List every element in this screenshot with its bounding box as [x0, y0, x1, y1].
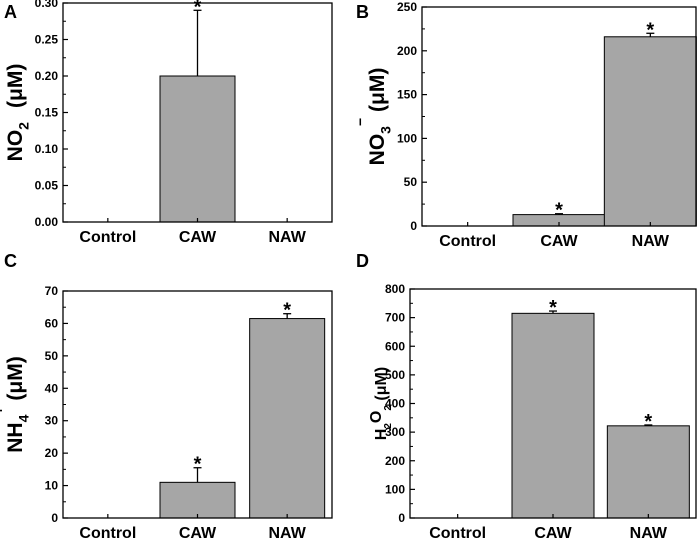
significance-star: * [646, 19, 654, 41]
y-axis-label-sup: − [0, 114, 6, 122]
bar-caw [511, 312, 595, 519]
panel-letter: A [4, 2, 17, 22]
y-tick-label: 50 [404, 175, 418, 189]
y-axis-label: NO3 − (μM) [352, 68, 393, 166]
x-category-label: CAW [534, 525, 572, 538]
y-axis-label-sup: − [352, 118, 368, 126]
y-axis-label-unit: (μM) [373, 367, 390, 405]
bar-naw [603, 36, 697, 227]
y-tick-label: 30 [45, 414, 59, 428]
y-tick-label: 200 [385, 454, 405, 468]
panel-letter: B [356, 2, 369, 22]
x-category-label: CAW [179, 229, 217, 246]
bar-caw [159, 75, 236, 223]
x-category-label: CAW [179, 525, 217, 538]
y-axis-label-main: NH [4, 422, 27, 452]
bar-naw [249, 318, 326, 519]
panel-a: A * 0.00 0.05 0.10 0.15 0.20 0.25 0.30 Control CAW… [0, 0, 333, 246]
significance-star: * [549, 297, 557, 319]
x-category-label: Control [429, 525, 486, 538]
y-tick-label: 0.00 [35, 215, 59, 229]
panel-c: C * * 0 10 20 30 40 50 60 70 Control CAW NAW NH4 + (μM) [0, 251, 333, 538]
significance-star: * [194, 454, 202, 476]
panel-b: B * * 0 50 100 150 200 250 Control CAW NAW NO3 − (μM) [352, 0, 697, 250]
y-axis-label-main: NO [366, 134, 389, 166]
panel-d: D * * 0 100 200 300 400 500 600 700 800 Control CAW NA… [356, 251, 697, 538]
significance-star: * [194, 0, 202, 18]
y-tick-label: 60 [45, 316, 59, 330]
y-tick-label: 0.05 [35, 179, 59, 193]
significance-star: * [283, 300, 291, 322]
bar-caw [159, 481, 236, 519]
y-axis-label-sub: 2 [383, 423, 394, 429]
y-axis-label-main: NO [4, 130, 27, 162]
x-category-label: NAW [269, 525, 307, 538]
y-tick-label: 0.20 [35, 69, 59, 83]
y-axis-label-sup: + [0, 406, 6, 414]
significance-star: * [555, 200, 563, 222]
y-tick-label: 10 [45, 479, 59, 493]
y-tick-label: 100 [397, 131, 417, 145]
x-category-label: Control [79, 229, 136, 246]
y-tick-label: 250 [397, 0, 417, 14]
x-category-label: CAW [540, 233, 578, 250]
y-tick-label: 0.25 [35, 33, 59, 47]
x-category-label: NAW [632, 233, 670, 250]
bar-naw [606, 425, 690, 519]
y-tick-label: 0 [398, 511, 405, 525]
panel-letter: D [356, 251, 369, 271]
y-axis-label: H2O2 (μM) [368, 367, 394, 440]
x-category-label: NAW [630, 525, 668, 538]
y-tick-label: 40 [45, 381, 59, 395]
y-tick-label: 20 [45, 446, 59, 460]
y-tick-label: 100 [385, 482, 405, 496]
y-tick-label: 0 [51, 511, 58, 525]
x-category-label: Control [79, 525, 136, 538]
y-axis-label-sub2: 2 [383, 405, 394, 411]
y-tick-label: 0.10 [35, 142, 59, 156]
y-tick-label: 70 [45, 284, 59, 298]
y-axis-label-unit: (μM) [366, 68, 389, 118]
panel-letter: C [4, 251, 17, 271]
y-tick-label: 400 [385, 397, 405, 411]
y-tick-label: 0.30 [35, 0, 59, 10]
y-tick-label: 600 [385, 339, 405, 353]
significance-star: * [644, 411, 652, 433]
y-tick-label: 150 [397, 88, 417, 102]
y-axis-label-unit: (μM) [4, 356, 27, 406]
y-axis-label-unit: (μM) [4, 64, 27, 114]
x-category-label: NAW [269, 229, 307, 246]
y-tick-label: 0.15 [35, 106, 59, 120]
y-axis-label: NH4 + (μM) [0, 356, 31, 453]
y-tick-label: 200 [397, 44, 417, 58]
y-tick-label: 300 [385, 425, 405, 439]
y-axis-label-sub: 3 [377, 126, 393, 134]
y-tick-label: 0 [410, 219, 417, 233]
y-axis-label-sub: 4 [15, 414, 31, 422]
y-axis-label-main: H [373, 429, 390, 441]
y-tick-label: 500 [385, 368, 405, 382]
y-axis-label: NO2 − (μM) [0, 64, 31, 162]
y-tick-label: 800 [385, 282, 405, 296]
y-tick-label: 50 [45, 349, 59, 363]
x-category-label: Control [439, 233, 496, 250]
y-tick-label: 700 [385, 311, 405, 325]
y-axis-label-sub: 2 [15, 122, 31, 130]
y-axis-label-mid: O [368, 411, 385, 423]
